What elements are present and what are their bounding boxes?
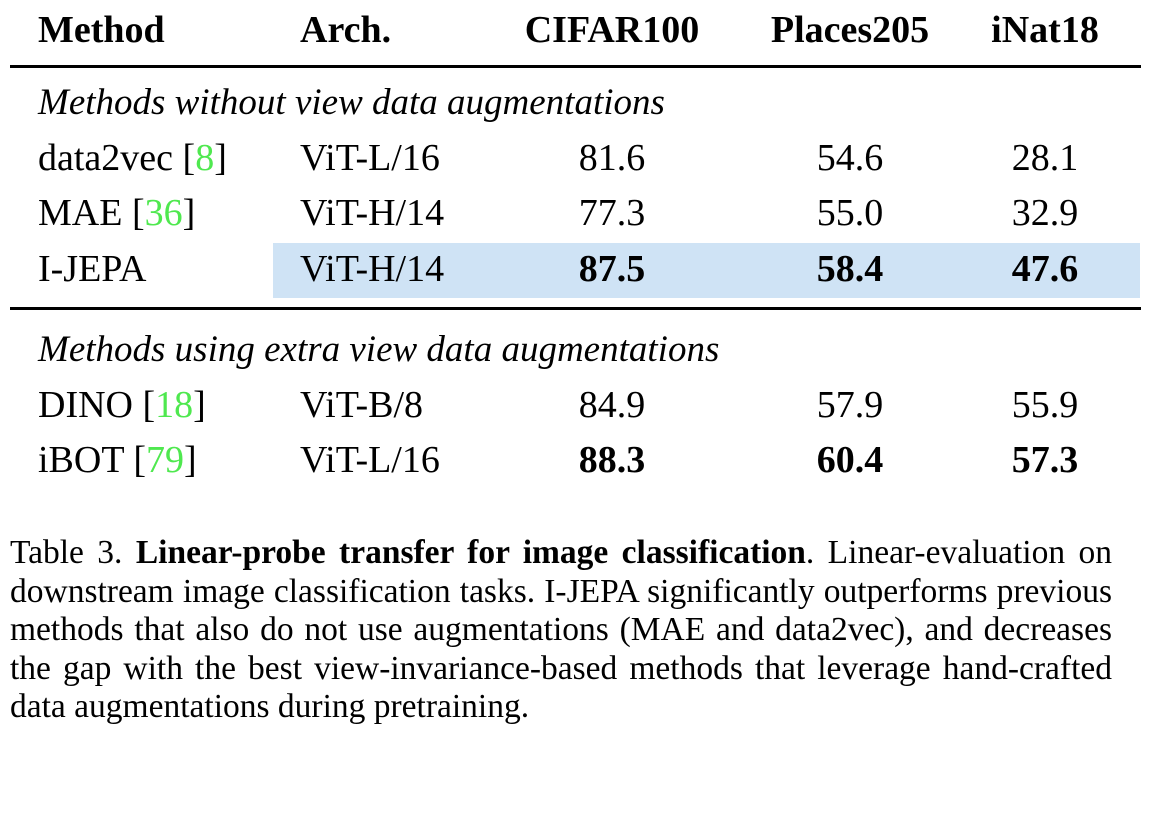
header-arch: Arch. bbox=[300, 9, 392, 51]
method-name: DINO bbox=[38, 383, 133, 426]
section-rule bbox=[10, 307, 1141, 310]
value-cell: 58.4 bbox=[816, 247, 884, 290]
value-cell: 57.3 bbox=[1011, 439, 1079, 481]
table-row: data2vec [8] ViT-L/16 81.6 54.6 28.1 bbox=[0, 131, 1156, 186]
citation-link[interactable]: 8 bbox=[195, 136, 215, 179]
header-rule bbox=[10, 65, 1141, 68]
value-cell: 84.9 bbox=[578, 383, 646, 426]
citation-link[interactable]: 18 bbox=[155, 383, 194, 426]
value-cell: 57.9 bbox=[816, 383, 884, 426]
table-row: DINO [18] ViT-B/8 84.9 57.9 55.9 bbox=[0, 378, 1156, 433]
value-cell: 55.0 bbox=[816, 192, 884, 234]
section-title-row: Methods without view data augmentations bbox=[0, 75, 1156, 130]
method-cell: data2vec [8] bbox=[38, 136, 227, 179]
citation-link[interactable]: 79 bbox=[146, 439, 185, 481]
arch-cell: ViT-H/14 bbox=[300, 192, 445, 234]
header-row: Method Arch. CIFAR100 Places205 iNat18 bbox=[0, 3, 1156, 58]
value-cell: 77.3 bbox=[578, 192, 646, 234]
header-places205: Places205 bbox=[770, 9, 930, 51]
value-cell: 55.9 bbox=[1011, 383, 1079, 426]
header-cifar100: CIFAR100 bbox=[524, 9, 700, 51]
section-title: Methods without view data augmentations bbox=[38, 82, 665, 123]
value-cell: 28.1 bbox=[1011, 136, 1079, 179]
header-inat18: iNat18 bbox=[991, 9, 1099, 51]
method-cell: I-JEPA bbox=[38, 242, 146, 297]
method-cell: DINO [18] bbox=[38, 383, 206, 426]
method-name: data2vec bbox=[38, 136, 174, 179]
header-method: Method bbox=[38, 9, 165, 51]
method-name: MAE bbox=[38, 192, 123, 234]
table-row: iBOT [79] ViT-L/16 88.3 60.4 57.3 bbox=[0, 433, 1156, 488]
arch-cell: ViT-L/16 bbox=[300, 136, 440, 179]
method-cell: iBOT [79] bbox=[38, 439, 197, 481]
caption-title: Linear-probe transfer for image classifi… bbox=[135, 534, 806, 571]
section-title-row: Methods using extra view data augmentati… bbox=[0, 322, 1156, 377]
caption-body: . Linear-evaluation on downstream image … bbox=[10, 534, 1112, 725]
arch-cell: ViT-H/14 bbox=[300, 247, 445, 290]
caption-label: Table 3. bbox=[10, 534, 123, 571]
arch-cell: ViT-L/16 bbox=[300, 439, 440, 481]
value-cell: 54.6 bbox=[816, 136, 884, 179]
method-cell: MAE [36] bbox=[38, 192, 196, 234]
method-name: I-JEPA bbox=[38, 247, 147, 290]
highlight-ijepa bbox=[273, 243, 1140, 298]
section-title: Methods using extra view data augmentati… bbox=[38, 329, 720, 370]
arch-cell: ViT-B/8 bbox=[300, 383, 423, 426]
value-cell: 88.3 bbox=[578, 439, 646, 481]
value-cell: 47.6 bbox=[1011, 247, 1079, 290]
citation-link[interactable]: 36 bbox=[144, 192, 183, 234]
value-cell: 87.5 bbox=[578, 247, 646, 290]
table-caption: Table 3. Linear-probe transfer for image… bbox=[10, 534, 1112, 727]
value-cell: 81.6 bbox=[578, 136, 646, 179]
table-row: I-JEPA ViT-H/14 87.5 58.4 47.6 bbox=[0, 242, 1156, 297]
value-cell: 60.4 bbox=[816, 439, 884, 481]
method-name: iBOT bbox=[38, 439, 124, 481]
value-cell: 32.9 bbox=[1011, 192, 1079, 234]
table-row: MAE [36] ViT-H/14 77.3 55.0 32.9 bbox=[0, 186, 1156, 241]
